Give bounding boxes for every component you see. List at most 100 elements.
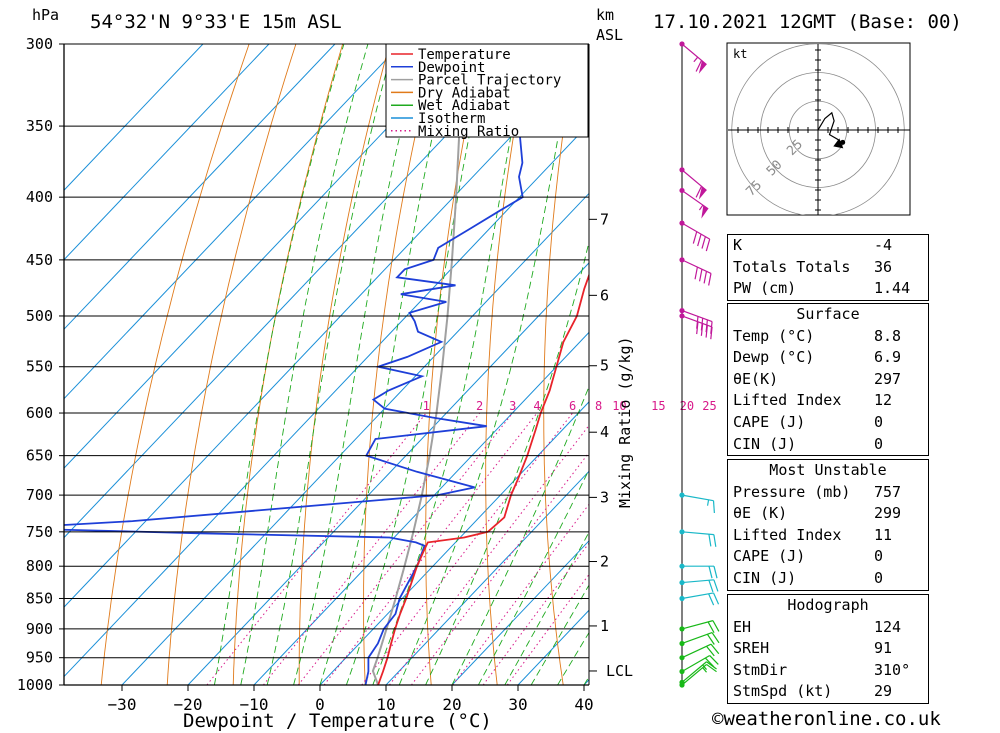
pressure-tick-label: 600 bbox=[26, 404, 53, 422]
height-tick-label: 7 bbox=[600, 210, 609, 228]
wet-adiabat-line bbox=[266, 44, 395, 685]
pressure-tick-label: 550 bbox=[26, 358, 53, 376]
mixing-ratio-line bbox=[263, 412, 481, 685]
wind-barb-dot bbox=[679, 655, 685, 661]
temperature-tick-label: 20 bbox=[442, 695, 461, 714]
mixing-ratio-line bbox=[506, 573, 589, 685]
wind-barb-flag bbox=[705, 238, 711, 252]
wind-barb-flag bbox=[706, 663, 717, 673]
series-temperature bbox=[377, 272, 589, 685]
index-label: Pressure (mb) bbox=[733, 482, 851, 501]
pressure-tick-label: 950 bbox=[26, 649, 53, 667]
wind-barb-flag bbox=[695, 60, 703, 72]
index-value: 6.9 bbox=[874, 348, 902, 367]
hodo-row-sreh: SREH 91 bbox=[728, 638, 928, 660]
wind-barb-shaft bbox=[681, 259, 712, 274]
index-value: 124 bbox=[874, 617, 902, 636]
mu-row-lifted-index: Lifted Index 11 bbox=[728, 525, 928, 547]
surface-row-lifted-index: Lifted Index 12 bbox=[728, 390, 928, 412]
wind-barb-half-flag bbox=[693, 56, 699, 63]
pressure-tick-label: 500 bbox=[26, 307, 53, 325]
legend-entry-label: Dewpoint bbox=[418, 60, 485, 76]
index-value: -4 bbox=[874, 236, 893, 254]
wind-barb-shaft bbox=[681, 531, 714, 536]
wind-barb-flag bbox=[708, 580, 714, 593]
hodograph-end-dot bbox=[840, 139, 846, 145]
height-tick-label: 6 bbox=[600, 286, 609, 304]
wind-barb-shaft bbox=[681, 643, 712, 659]
wind-barb-flag bbox=[700, 318, 704, 331]
index-label: Lifted Index bbox=[733, 525, 842, 544]
legend-entry-label: Temperature bbox=[418, 47, 511, 63]
wind-barb-flag bbox=[692, 231, 698, 244]
wind-barb-flag bbox=[712, 592, 720, 605]
index-label: EH bbox=[733, 617, 752, 636]
wind-barb-shaft bbox=[681, 655, 711, 673]
axes: 3003504004505005506006507007508008509009… bbox=[17, 35, 633, 714]
wind-barb-flag bbox=[709, 655, 719, 665]
height-tick-label: 4 bbox=[600, 423, 609, 441]
wind-barb-flag bbox=[713, 534, 717, 547]
mixing-ratio-tick-label: 6 bbox=[569, 399, 576, 413]
wind-barb-half-flag bbox=[702, 667, 707, 673]
mixing-ratio-tick-label: 25 bbox=[702, 399, 716, 413]
temperature-tick-label: 40 bbox=[574, 695, 593, 714]
wind-barb-dot bbox=[679, 313, 685, 319]
isotherm-line bbox=[187, 262, 589, 685]
pressure-tick-label: 400 bbox=[26, 188, 53, 206]
wet-adiabat-line bbox=[425, 240, 589, 685]
mixing-ratio-line bbox=[411, 451, 589, 685]
wet-adiabat-line bbox=[398, 44, 576, 685]
pressure-tick-label: 800 bbox=[26, 557, 53, 575]
wind-barb-shaft bbox=[681, 579, 714, 584]
wet-adiabat-line bbox=[345, 44, 490, 685]
wind-barb-dot bbox=[679, 579, 685, 586]
hodograph-unit-label: kt bbox=[733, 47, 747, 61]
mixing-ratio-line bbox=[482, 542, 589, 685]
index-label: CAPE (J) bbox=[733, 412, 806, 431]
copyright-footer[interactable]: ©weatheronline.co.uk bbox=[712, 708, 941, 730]
isotherm-line bbox=[64, 44, 204, 191]
wind-barb-flag bbox=[703, 271, 708, 284]
mixing-ratio-tick-label: 10 bbox=[612, 399, 626, 413]
legend-entry-label: Dry Adiabat bbox=[418, 85, 511, 101]
pressure-tick-label: 450 bbox=[26, 251, 53, 269]
wind-barb-dot bbox=[679, 595, 685, 602]
index-label: CIN (J) bbox=[733, 434, 797, 453]
x-axis-title: Dewpoint / Temperature (°C) bbox=[183, 710, 492, 732]
hodograph-storm-arrow bbox=[833, 138, 844, 149]
wind-barb-dot bbox=[679, 492, 685, 498]
dry-adiabat-line bbox=[232, 44, 344, 685]
hodograph-trace bbox=[817, 111, 840, 141]
isotherm-line bbox=[64, 44, 468, 469]
wind-barb-dot bbox=[679, 668, 685, 675]
dry-adiabat-line bbox=[654, 44, 695, 685]
index-label: θE(K) bbox=[733, 369, 779, 388]
wind-barb-shaft bbox=[681, 631, 713, 645]
wind-barb-shaft bbox=[681, 620, 714, 630]
index-label: Temp (°C) bbox=[733, 326, 815, 345]
pressure-tick-label: 350 bbox=[26, 117, 53, 135]
mixing-ratio-line bbox=[389, 424, 589, 685]
mixing-ratio-tick-label: 20 bbox=[680, 399, 694, 413]
index-value: 91 bbox=[874, 639, 893, 658]
pressure-tick-label: 750 bbox=[26, 523, 53, 541]
index-label: PW (cm) bbox=[733, 279, 797, 298]
wind-barb-flag bbox=[708, 534, 712, 547]
mixing-ratio-tick-label: 2 bbox=[476, 399, 483, 413]
wind-barb-flag bbox=[701, 236, 706, 249]
surface-title: Surface bbox=[796, 305, 860, 323]
mixing-ratio-line bbox=[297, 412, 514, 685]
index-label: Dewp (°C) bbox=[733, 348, 815, 367]
legend-entry-label: Mixing Ratio bbox=[418, 124, 519, 140]
surface-row-theta-e: θE(K) 297 bbox=[728, 369, 928, 391]
wind-barb-flag bbox=[706, 633, 715, 645]
wind-barb-shaft bbox=[681, 222, 711, 240]
wind-barb-flag bbox=[710, 321, 713, 334]
mu-row-cape: CAPE (J) 0 bbox=[728, 546, 928, 568]
wind-barb-pennant bbox=[698, 60, 707, 74]
wind-barb-flag bbox=[713, 579, 719, 592]
isotherm-line bbox=[121, 192, 589, 685]
